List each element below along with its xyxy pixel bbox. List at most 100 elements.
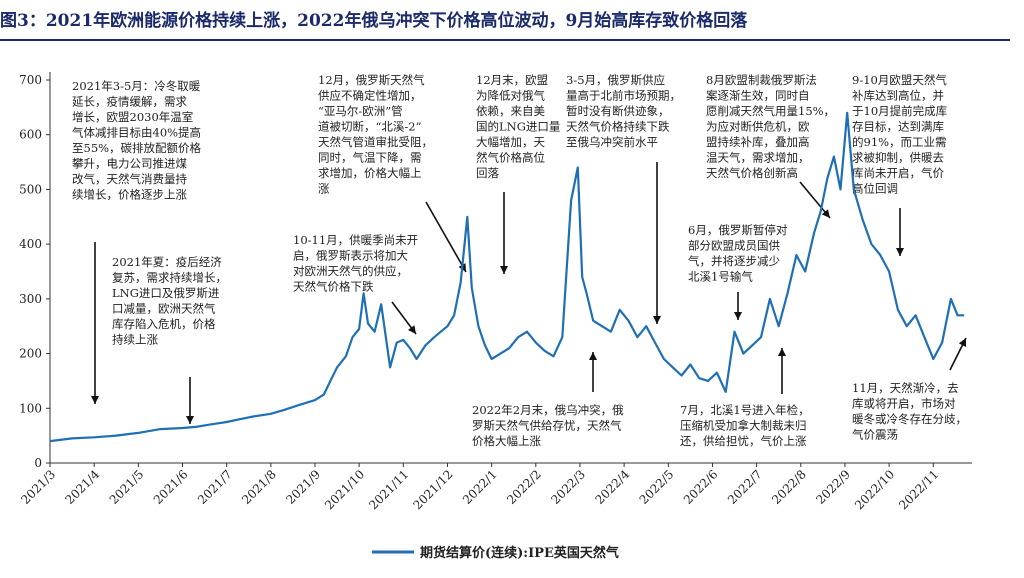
annotation-line: 的91%，而工业需 — [852, 135, 947, 149]
annotation-line: 为应对断供危机，欧 — [706, 120, 810, 134]
annotation-line: 12月末，欧盟 — [476, 73, 548, 87]
series-line — [49, 111, 965, 443]
annotation-line: 回落 — [476, 166, 499, 180]
x-tick-label: 2022/10 — [852, 467, 897, 512]
annotation-line: 2021年夏：疫后经济 — [112, 255, 222, 269]
annotation-line: 涨 — [318, 182, 330, 196]
annotation-line: 12月，俄罗斯天然气 — [318, 73, 425, 87]
annotation: 12月，俄罗斯天然气供应不确定性增加，“亚马尔-欧洲”管道被切断，“北溪-2”天… — [318, 73, 467, 273]
annotation-line: 11月，天然渐冷，去 — [852, 381, 959, 395]
annotation-line: 价格大幅上涨 — [472, 434, 541, 448]
annotation-line: 温天气，需求增加， — [706, 151, 810, 165]
annotation-arrow — [425, 201, 467, 273]
annotation-line: 大幅增加，天 — [476, 135, 545, 149]
annotation-line: 于10月提前完成库 — [852, 104, 947, 118]
annotation-line: 依赖，来自美 — [476, 104, 545, 118]
annotation-line: 启，俄罗斯表示将加大 — [293, 249, 408, 263]
annotation-line: 部分欧盟成员国供 — [688, 239, 780, 253]
annotations: 2021年3-5月：冷冬取暖延长，疫情缓解，需求增长，欧盟2030年温室气体减排… — [72, 73, 967, 448]
annotation: 9-10月欧盟天然气补库达到高位，并于10月提前完成库存目标，达到满库的91%，… — [852, 73, 947, 256]
arrow-head — [91, 396, 99, 404]
annotation-line: 持续上涨 — [112, 333, 158, 347]
annotation-line: 愿削减天然气用量15%， — [706, 104, 835, 118]
annotation-line: 延长，疫情缓解，需求 — [72, 95, 187, 109]
annotation-line: 压缩机受加拿大制裁未归 — [680, 419, 807, 433]
annotation-line: 2022年2月末，俄乌冲突，俄 — [472, 403, 624, 417]
annotation-line: 为降低对俄气 — [476, 89, 545, 103]
annotation-line: 高位回调 — [852, 182, 898, 196]
annotation-line: LNG进口及俄罗斯进 — [112, 286, 220, 300]
x-tick-label: 2021/7 — [195, 467, 235, 507]
annotation-line: 天然气价格下跌 — [293, 280, 374, 294]
annotation-line: “亚马尔-欧洲”管 — [318, 104, 403, 118]
y-tick-label: 400 — [19, 237, 42, 251]
annotation-line: 至俄乌冲突前水平 — [566, 135, 658, 149]
y-tick-label: 300 — [19, 292, 42, 306]
annotation-line: 气体减排目标由40%提高 — [72, 126, 201, 140]
x-tick-label: 2022/6 — [681, 467, 721, 507]
annotation-line: 库或将开启，市场对 — [852, 397, 956, 411]
x-tick-label: 2022/5 — [637, 467, 677, 507]
x-tick-label: 2022/4 — [592, 467, 632, 507]
annotation-line: 对欧洲天然气的供应， — [293, 264, 408, 278]
legend: 期货结算价(连续):IPE英国天然气 — [372, 545, 619, 561]
annotation-line: 攀升，电力公司推进煤 — [72, 157, 187, 171]
y-tick-label: 500 — [19, 182, 42, 196]
annotation-line: 复苏，需求持续增长， — [112, 271, 227, 285]
annotation-line: 天然气管道审批受阻， — [318, 135, 433, 149]
x-tick-label: 2021/6 — [151, 467, 191, 507]
annotation-line: 同时，气温下降，需 — [318, 151, 422, 165]
annotation-line: 量高于北前市场预期， — [566, 89, 681, 103]
arrow-head — [500, 266, 508, 274]
annotation-line: 8月欧盟制裁俄罗斯法 — [706, 73, 817, 87]
arrow-head — [186, 416, 194, 424]
annotation-line: 存目标，达到满库 — [852, 120, 944, 134]
x-tick-label: 2022/11 — [896, 467, 941, 512]
x-tick-label: 2021/12 — [410, 467, 455, 512]
annotation-line: 续增长，价格逐步上涨 — [72, 188, 187, 202]
y-tick-label: 200 — [19, 347, 42, 361]
annotation-line: 案逐渐生效，同时自 — [706, 89, 810, 103]
x-tick-label: 2022/2 — [504, 467, 544, 507]
annotation-line: 罗斯天然气供给存忧，天然气 — [472, 419, 622, 433]
annotation: 2021年3-5月：冷冬取暖延长，疫情缓解，需求增长，欧盟2030年温室气体减排… — [72, 79, 202, 404]
annotation-line: 10-11月，供暖季尚未开 — [293, 233, 418, 247]
x-tick-label: 2021/5 — [107, 467, 147, 507]
arrow-head — [778, 348, 786, 356]
annotation-line: 2021年3-5月：冷冬取暖 — [72, 79, 201, 93]
annotation-line: 还，供给担忧，气价上涨 — [680, 434, 807, 448]
y-tick-label: 700 — [19, 73, 42, 87]
x-tick-label: 2021/8 — [239, 467, 279, 507]
arrow-head — [734, 312, 742, 320]
annotation-line: 改气，天然气消费量持 — [72, 172, 187, 186]
arrow-head — [896, 248, 904, 256]
annotation-line: 暂时没有断供迹象， — [566, 104, 670, 118]
arrow-head — [958, 338, 966, 347]
annotation-line: 库存陷入危机，价格 — [112, 317, 216, 331]
annotation-line: 天然气价格创新高 — [706, 166, 798, 180]
arrow-head — [653, 316, 661, 324]
x-tick-label: 2022/9 — [813, 467, 853, 507]
annotation-line: 3-5月，俄罗斯供应 — [566, 73, 665, 87]
annotation-line: 增长，欧盟2030年温室 — [72, 110, 193, 124]
annotation-line: 补库达到高位，并 — [852, 89, 944, 103]
annotation: 2021年夏：疫后经济复苏，需求持续增长，LNG进口及俄罗斯进口减量，欧洲天然气… — [112, 255, 227, 424]
x-tick-label: 2021/3 — [18, 467, 58, 507]
annotation-line: 国的LNG进口量 — [476, 120, 560, 134]
annotation-line: 库尚未开启，气价 — [852, 166, 944, 180]
x-tick-label: 2022/3 — [548, 467, 588, 507]
annotation-line: 气价震荡 — [852, 428, 898, 442]
annotation-line: 9-10月欧盟天然气 — [852, 73, 947, 87]
annotation-line: 求增加，价格大幅上 — [318, 166, 422, 180]
y-tick-label: 600 — [19, 128, 42, 142]
x-tick-label: 2021/4 — [63, 467, 103, 507]
annotation-line: 口减量，欧洲天然气 — [112, 302, 216, 316]
arrow-head — [821, 209, 830, 218]
x-tick-label: 2021/10 — [322, 467, 367, 512]
legend-label: 期货结算价(连续):IPE英国天然气 — [420, 545, 619, 561]
